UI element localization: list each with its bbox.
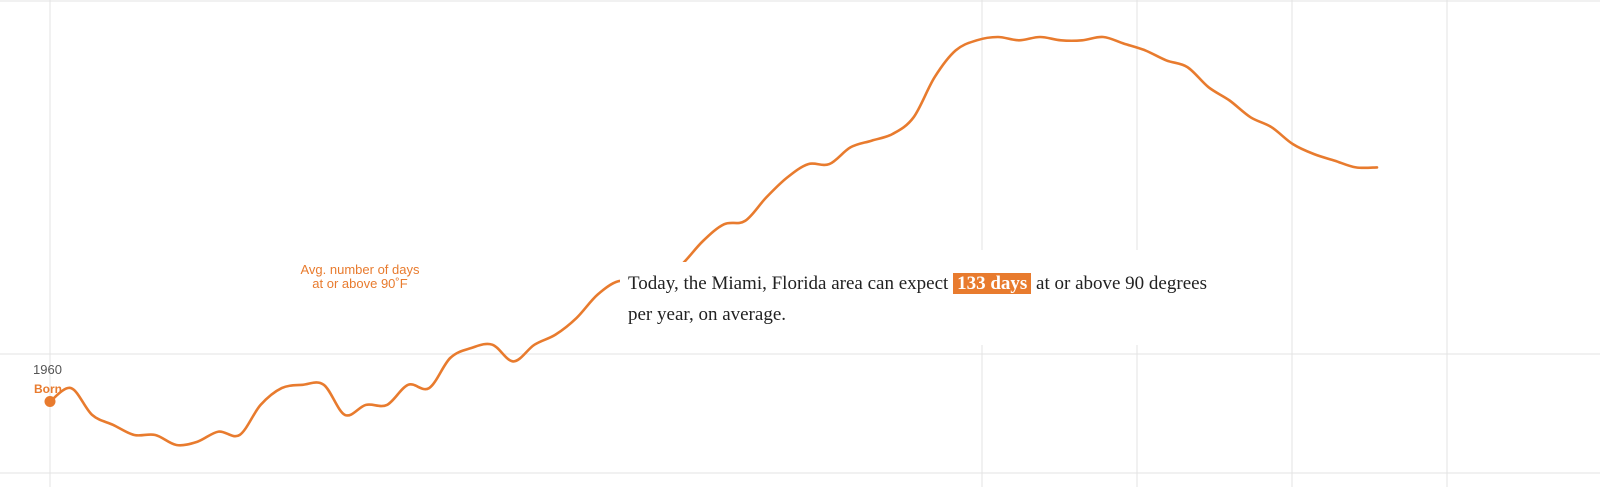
start-point-marker <box>44 396 56 408</box>
series-label: Avg. number of days at or above 90˚F <box>260 263 460 291</box>
label-backdrop-1 <box>230 248 490 348</box>
annotation-text-after: at or above 90 degrees per year, on aver… <box>628 273 1207 325</box>
born-label: Born <box>34 382 62 396</box>
series-label-line-1: Avg. number of days <box>300 262 420 277</box>
start-year-label: 1960 <box>33 362 62 377</box>
annotation-text-before: Today, the Miami, Florida area can expec… <box>628 273 954 294</box>
highlighted-days-value: 133 days <box>953 273 1032 294</box>
series-line-days-above-90f <box>48 35 1379 447</box>
annotation-text: Today, the Miami, Florida area can expec… <box>620 262 1216 336</box>
series-label-line-2: at or above 90˚F <box>312 276 408 291</box>
